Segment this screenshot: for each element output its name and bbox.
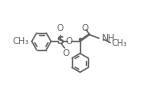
- Text: O: O: [82, 24, 89, 33]
- Text: S: S: [56, 36, 64, 46]
- Text: CH₃: CH₃: [13, 37, 29, 46]
- Text: NH: NH: [101, 34, 115, 43]
- Text: CH₃: CH₃: [112, 39, 127, 48]
- Text: O: O: [62, 49, 69, 58]
- Text: O: O: [57, 24, 63, 33]
- Text: O: O: [66, 37, 73, 46]
